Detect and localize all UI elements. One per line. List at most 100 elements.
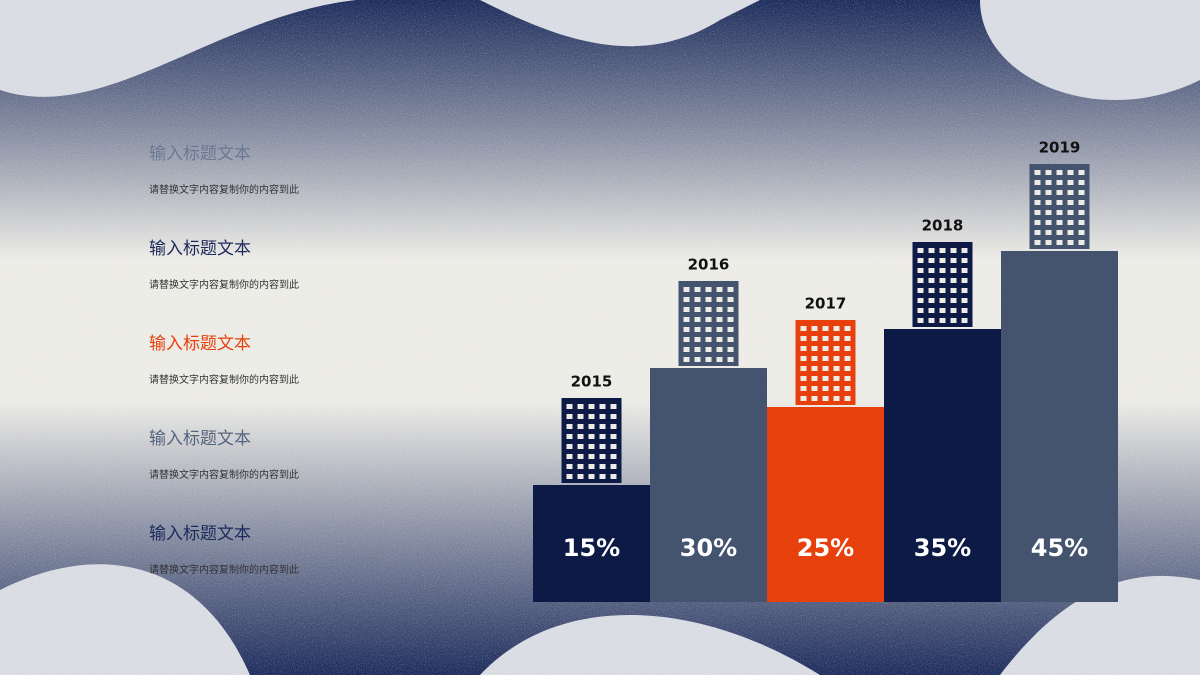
building-window — [1067, 190, 1074, 195]
building-window — [610, 464, 617, 469]
building-window — [1034, 230, 1041, 235]
building-window — [1045, 190, 1052, 195]
building-window — [844, 386, 851, 391]
building-window — [928, 308, 935, 313]
building-window — [705, 317, 712, 322]
building-window — [928, 248, 935, 253]
building-window — [917, 318, 924, 323]
building-window — [822, 326, 829, 331]
building-window — [822, 386, 829, 391]
building-window — [683, 297, 690, 302]
building-window — [844, 396, 851, 401]
building-window — [694, 327, 701, 332]
building-window — [917, 288, 924, 293]
building-window — [950, 248, 957, 253]
year-label: 2019 — [1039, 139, 1081, 157]
building-window — [928, 278, 935, 283]
building-window — [833, 386, 840, 391]
building-window — [800, 366, 807, 371]
building-window — [1034, 240, 1041, 245]
value-label: 30% — [680, 534, 737, 562]
building-window — [833, 396, 840, 401]
building-window — [727, 347, 734, 352]
building-window — [1067, 210, 1074, 215]
building-window — [939, 248, 946, 253]
building-window — [610, 414, 617, 419]
building-window — [917, 268, 924, 273]
building-window — [844, 356, 851, 361]
building-window — [844, 336, 851, 341]
building-window — [694, 297, 701, 302]
item-text: 请替换文字内容复制你的内容到此 — [149, 373, 299, 386]
year-label: 2017 — [805, 295, 847, 313]
building-window — [1067, 240, 1074, 245]
building-window — [950, 308, 957, 313]
building-window — [844, 376, 851, 381]
building-window — [1067, 180, 1074, 185]
building-window — [610, 444, 617, 449]
building-window — [800, 326, 807, 331]
building-window — [566, 414, 573, 419]
building-window — [822, 356, 829, 361]
item-title: 输入标题文本 — [149, 239, 251, 259]
building-window — [694, 347, 701, 352]
building-window — [683, 357, 690, 362]
building-window — [716, 327, 723, 332]
building-window — [1034, 170, 1041, 175]
building-window — [694, 357, 701, 362]
value-label: 25% — [797, 534, 854, 562]
building-window — [811, 366, 818, 371]
building-window — [716, 307, 723, 312]
building-window — [961, 288, 968, 293]
building-window — [939, 278, 946, 283]
building-window — [800, 336, 807, 341]
building-window — [683, 337, 690, 342]
building-window — [950, 268, 957, 273]
item-text: 请替换文字内容复制你的内容到此 — [149, 278, 299, 291]
building-window — [1067, 220, 1074, 225]
building-window — [1078, 210, 1085, 215]
building-window — [811, 346, 818, 351]
building-window — [588, 404, 595, 409]
building-window — [1034, 190, 1041, 195]
building-window — [694, 307, 701, 312]
item-title: 输入标题文本 — [149, 334, 251, 354]
building-window — [705, 297, 712, 302]
building-window — [800, 396, 807, 401]
building-window — [716, 317, 723, 322]
building-window — [917, 308, 924, 313]
building-window — [705, 287, 712, 292]
building-window — [950, 288, 957, 293]
building-window — [577, 444, 584, 449]
building-window — [727, 337, 734, 342]
building-window — [833, 366, 840, 371]
building-window — [939, 268, 946, 273]
building-window — [610, 474, 617, 479]
building-window — [928, 298, 935, 303]
building-window — [683, 317, 690, 322]
building-window — [566, 424, 573, 429]
building-window — [1045, 220, 1052, 225]
building-window — [1034, 180, 1041, 185]
building-window — [939, 308, 946, 313]
year-label: 2018 — [922, 217, 964, 235]
building-window — [727, 327, 734, 332]
item-title: 输入标题文本 — [149, 144, 251, 164]
building-window — [683, 347, 690, 352]
building-window — [705, 347, 712, 352]
building-window — [566, 444, 573, 449]
building-window — [833, 356, 840, 361]
building-window — [577, 464, 584, 469]
item-text: 请替换文字内容复制你的内容到此 — [149, 183, 299, 196]
building-window — [833, 336, 840, 341]
building-window — [928, 318, 935, 323]
building-window — [928, 268, 935, 273]
building-window — [577, 474, 584, 479]
building-window — [610, 424, 617, 429]
building — [795, 320, 856, 405]
building-window — [961, 248, 968, 253]
building-window — [1056, 180, 1063, 185]
building-window — [917, 248, 924, 253]
building-window — [811, 336, 818, 341]
building-window — [917, 298, 924, 303]
